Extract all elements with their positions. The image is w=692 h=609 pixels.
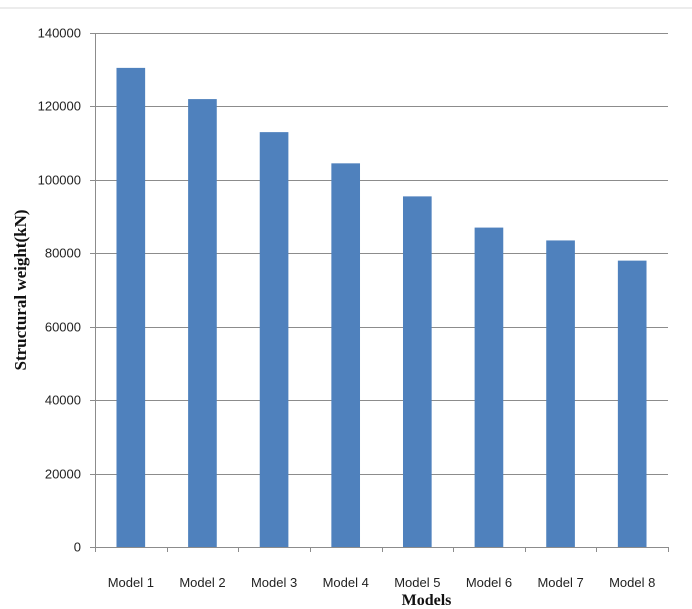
- x-axis-title: Models: [402, 592, 452, 609]
- x-tick-label: Model 5: [394, 575, 440, 590]
- x-tick-label: Model 7: [537, 575, 583, 590]
- y-tick-label: 20000: [45, 467, 81, 482]
- bars: [116, 67, 647, 548]
- x-tick-label: Model 6: [466, 575, 512, 590]
- y-tick-label: 140000: [38, 26, 81, 41]
- bar: [116, 67, 146, 547]
- y-tick-label: 80000: [45, 246, 81, 261]
- axes: [90, 33, 669, 552]
- x-tick-label: Model 4: [323, 575, 369, 590]
- y-tick-label: 40000: [45, 393, 81, 408]
- tick-labels: 0 20000 40000 60000 80000 100000 120000 140000 M…: [38, 26, 656, 591]
- bar: [474, 227, 504, 548]
- bar: [546, 240, 575, 547]
- x-tick-label: Model 2: [179, 575, 225, 590]
- y-axis-title: Structural weight(kN): [11, 209, 30, 370]
- bar: [259, 132, 289, 547]
- bar: [402, 196, 432, 547]
- y-tick-label: 120000: [38, 99, 81, 114]
- x-tick-label: Model 1: [108, 575, 154, 590]
- bar: [331, 163, 361, 548]
- y-tick-label: 60000: [45, 320, 81, 335]
- y-tick-label: 100000: [38, 173, 81, 188]
- bar: [188, 99, 217, 547]
- gridlines: [95, 33, 668, 475]
- bar: [617, 260, 647, 547]
- x-tick-label: Model 8: [609, 575, 655, 590]
- x-tick-label: Model 3: [251, 575, 297, 590]
- y-tick-label: 0: [74, 540, 81, 555]
